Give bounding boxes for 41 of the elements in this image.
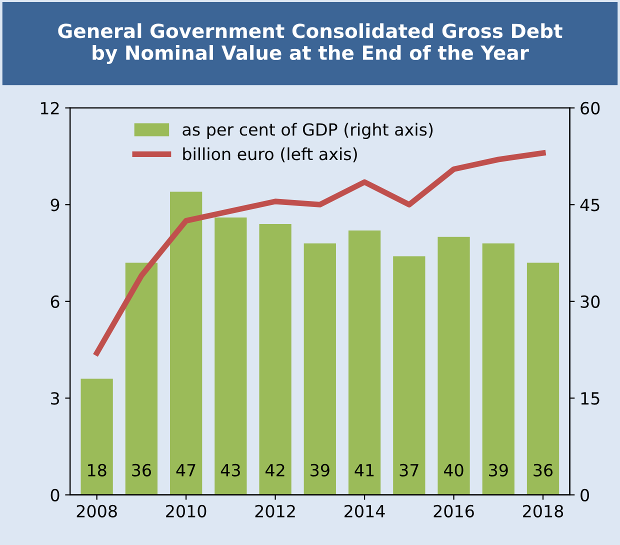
x-tick-label: 2012 xyxy=(255,504,295,518)
bar xyxy=(438,236,470,495)
y-tick-label: 12 xyxy=(40,102,59,114)
legend-label: as per cent of GDP (right axis) xyxy=(182,122,433,140)
data-label: 40 xyxy=(444,464,464,476)
chart-title: General Government Consolidated Gross Debt by Nominal Value at the End of the Year xyxy=(58,23,562,64)
bar xyxy=(393,256,426,495)
data-label: 36 xyxy=(132,464,152,476)
data-label: 47 xyxy=(176,464,196,476)
x-tick-label: 2018 xyxy=(523,504,564,518)
y-tick-label: 9 xyxy=(50,198,60,212)
data-label: 37 xyxy=(400,464,418,476)
bar xyxy=(348,230,381,495)
y2-tick-label: 0 xyxy=(580,488,589,502)
bar xyxy=(259,224,292,495)
bar xyxy=(304,243,336,495)
y2-tick-label: 45 xyxy=(580,198,600,212)
x-tick-label: 2016 xyxy=(434,504,474,518)
y-tick-label: 6 xyxy=(50,295,60,308)
bar xyxy=(170,192,202,495)
bar xyxy=(214,218,247,495)
bar xyxy=(80,378,113,495)
data-label: 18 xyxy=(88,464,106,476)
data-label: 39 xyxy=(489,464,508,476)
x-tick-label: 2008 xyxy=(76,504,117,518)
data-label: 43 xyxy=(220,464,240,476)
bar xyxy=(482,243,514,495)
y-tick-label: 0 xyxy=(50,488,60,502)
data-label: 41 xyxy=(354,464,374,476)
y2-tick-label: 60 xyxy=(580,102,600,114)
x-tick-label: 2014 xyxy=(344,504,385,518)
x-tick-label: 2010 xyxy=(166,504,206,518)
data-label: 36 xyxy=(534,464,553,476)
y2-tick-label: 15 xyxy=(581,392,600,405)
bar xyxy=(526,262,560,495)
bar xyxy=(125,262,158,495)
legend-label: billion euro (left axis) xyxy=(183,147,357,162)
data-label: 42 xyxy=(266,464,284,476)
y2-tick-label: 30 xyxy=(580,295,600,308)
y-tick-label: 3 xyxy=(51,392,59,405)
data-label: 39 xyxy=(310,464,330,476)
